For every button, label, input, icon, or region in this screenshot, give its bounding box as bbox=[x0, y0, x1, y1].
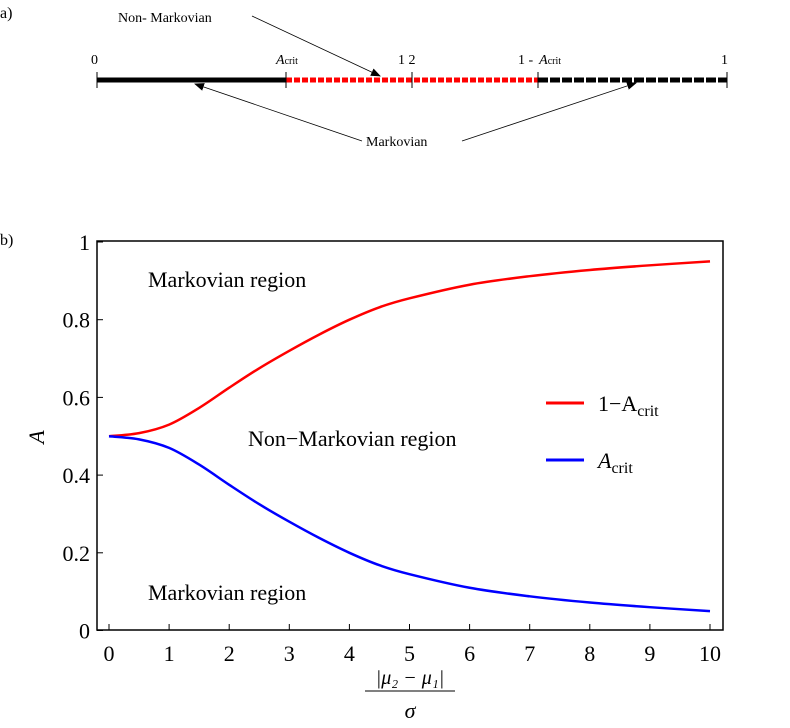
y-tick-label: 0 bbox=[79, 619, 90, 644]
x-tick-label: 9 bbox=[644, 641, 655, 666]
x-tick-label: 8 bbox=[584, 641, 595, 666]
panel-b-label: b) bbox=[0, 232, 13, 249]
tick-one-minus-acrit: 1 - Acrit bbox=[518, 53, 561, 68]
y-tick-label: 0.2 bbox=[63, 541, 91, 566]
tick-zero: 0 bbox=[91, 53, 98, 68]
x-tick-label: 0 bbox=[104, 641, 115, 666]
x-axis: 0 1 2 3 4 5 6 7 8 9 10 bbox=[104, 624, 721, 666]
y-axis-label: A bbox=[24, 430, 49, 446]
y-tick-label: 0.6 bbox=[63, 385, 91, 410]
series-line-acrit bbox=[108, 435, 711, 613]
number-line-ticks bbox=[96, 72, 728, 88]
tick-one: 1 bbox=[721, 53, 728, 68]
legend-label-one-minus-acrit: 1−Acrit bbox=[598, 391, 659, 420]
legend-label-acrit: Acrit bbox=[596, 448, 633, 477]
x-tick-label: 2 bbox=[224, 641, 235, 666]
series-line-one-minus-acrit bbox=[108, 260, 711, 438]
series-group bbox=[108, 260, 711, 613]
markovian-arrow-left bbox=[194, 83, 363, 142]
x-axis-label-numerator: |μ₂ − μ₁| bbox=[376, 667, 444, 689]
y-tick-label: 0.4 bbox=[63, 463, 91, 488]
annotation-markovian-bottom: Markovian region bbox=[148, 580, 306, 605]
legend: 1−Acrit Acrit bbox=[546, 391, 659, 477]
tick-half: 1 2 bbox=[398, 53, 416, 68]
x-tick-label: 6 bbox=[464, 641, 475, 666]
x-tick-label: 3 bbox=[284, 641, 295, 666]
x-tick-label: 1 bbox=[164, 641, 175, 666]
panel-a-label: a) bbox=[0, 5, 12, 22]
x-tick-label: 10 bbox=[699, 641, 721, 666]
annotation-markovian-top: Markovian region bbox=[148, 267, 306, 292]
panel-a: a) 0 Acrit 1 2 1 - Acrit 1 Non- Markovian… bbox=[0, 5, 728, 150]
x-tick-label: 4 bbox=[344, 641, 355, 666]
annotation-non-markovian: Non−Markovian region bbox=[248, 426, 457, 451]
x-tick-label: 5 bbox=[404, 641, 415, 666]
non-markovian-arrow bbox=[251, 15, 381, 77]
x-axis-label-denominator: σ bbox=[405, 698, 417, 723]
tick-acrit: Acrit bbox=[275, 53, 298, 68]
markovian-annotation: Markovian bbox=[366, 135, 427, 150]
x-tick-label: 7 bbox=[524, 641, 535, 666]
markovian-arrow-right bbox=[461, 82, 637, 142]
y-tick-label: 1 bbox=[79, 230, 90, 255]
y-axis: 0 0.2 0.4 0.6 0.8 1 bbox=[63, 230, 103, 644]
panel-b: b) 0 1 2 3 4 5 6 7 8 9 10 0 0.2 0.4 0.6 0.8 1 A |μ₂ − μ… bbox=[0, 230, 724, 723]
y-tick-label: 0.8 bbox=[63, 308, 91, 333]
non-markovian-annotation: Non- Markovian bbox=[118, 11, 212, 26]
